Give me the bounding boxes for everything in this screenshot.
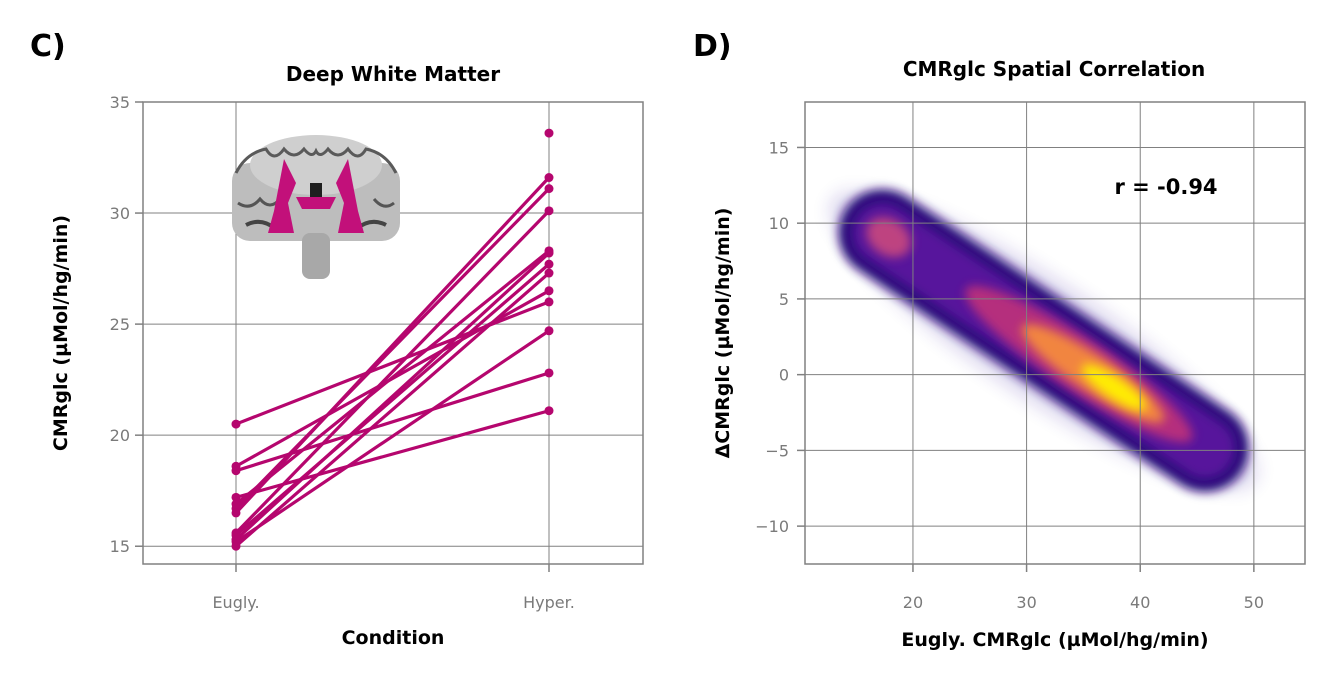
data-point	[231, 466, 241, 476]
panel-letter-d: D)	[693, 29, 732, 64]
data-point	[231, 508, 241, 518]
tick-label-y: 0	[779, 366, 789, 385]
data-point	[544, 259, 554, 269]
data-point	[544, 184, 554, 194]
x-axis-label-d: Eugly. CMRglc (µMol/hg/min)	[901, 629, 1208, 651]
series-line	[234, 300, 551, 426]
panel-letter-c: C)	[30, 29, 66, 64]
coronal-brain-slice-icon	[232, 135, 400, 279]
tick-label-y: −5	[765, 441, 789, 460]
panel-d: D) CMRglc Spatial Correlation −10 −5 0 5 10 1…	[693, 29, 1306, 651]
panel-c: C) Deep White Matter 15 20 25 30 35 Eugly. Hyp…	[30, 29, 644, 649]
tick-label-y: 15	[769, 138, 789, 157]
series-lines-c	[234, 175, 551, 548]
tick-label-y: 30	[110, 204, 130, 223]
series-line	[234, 209, 551, 535]
data-point	[544, 286, 554, 296]
tick-label-x: 20	[903, 593, 923, 612]
tick-label-x: 50	[1244, 593, 1264, 612]
series-line	[234, 371, 551, 473]
data-point	[544, 248, 554, 258]
tick-label-y: 15	[110, 537, 130, 556]
tick-label-x: 40	[1130, 593, 1150, 612]
tick-label-y: 25	[110, 315, 130, 334]
y-axis-label-c: CMRglc (µMol/hg/min)	[50, 215, 72, 451]
data-point	[231, 541, 241, 551]
chart-title-d: CMRglc Spatial Correlation	[903, 57, 1205, 81]
y-axis-label-d: ΔCMRglc (µMol/hg/min)	[712, 208, 734, 459]
plot-frame-d	[804, 101, 1306, 565]
plot-frame-c	[142, 101, 644, 565]
series-line	[234, 271, 551, 548]
correlation-annotation: r = -0.94	[1114, 175, 1217, 199]
tick-label-y: 20	[110, 426, 130, 445]
series-line	[234, 175, 551, 515]
data-point	[231, 492, 241, 502]
data-point	[544, 297, 554, 307]
data-point	[544, 173, 554, 183]
data-point	[544, 268, 554, 278]
ticks-c: 15 20 25 30 35 Eugly. Hyper.	[110, 93, 575, 612]
series-points-c	[231, 128, 554, 551]
data-point	[544, 128, 554, 138]
tick-label-y: 35	[110, 93, 130, 112]
series-line	[234, 329, 551, 544]
density-cloud-d	[830, 189, 1258, 492]
tick-label-x: Eugly.	[212, 593, 259, 612]
grid-d	[805, 102, 1305, 564]
data-point	[544, 368, 554, 378]
data-point	[544, 406, 554, 416]
data-point	[544, 206, 554, 216]
density-peak	[1081, 364, 1147, 411]
data-point	[231, 419, 241, 429]
data-point	[544, 326, 554, 336]
ticks-d: −10 −5 0 5 10 15 20 30 40 50	[755, 138, 1264, 612]
tick-label-y: 5	[779, 290, 789, 309]
density-secondary-peak	[866, 217, 911, 258]
tick-label-x: 30	[1016, 593, 1036, 612]
tick-label-y: −10	[755, 517, 789, 536]
chart-title-c: Deep White Matter	[286, 62, 500, 86]
tick-label-x: Hyper.	[523, 593, 575, 612]
series-line	[234, 249, 551, 506]
density-band	[830, 189, 1258, 492]
series-line	[234, 251, 551, 542]
tick-label-y: 10	[769, 214, 789, 233]
x-axis-label-c: Condition	[342, 627, 445, 649]
series-line	[234, 409, 551, 499]
